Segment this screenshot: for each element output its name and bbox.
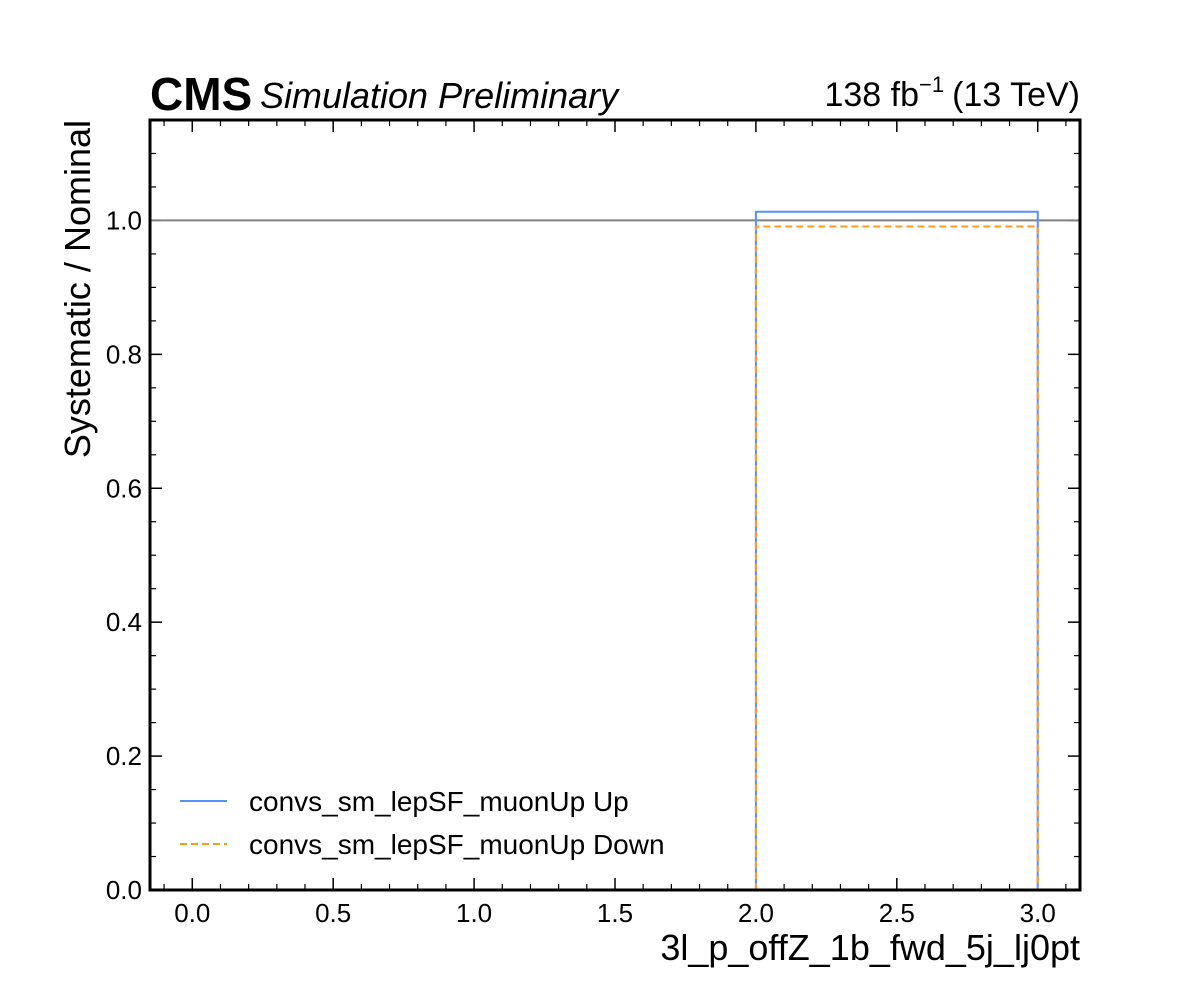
x-tick-label: 2.0 (738, 898, 774, 928)
ticks-layer (150, 119, 1080, 891)
x-tick-label: 2.5 (879, 898, 915, 928)
energy-label: (13 TeV) (952, 76, 1080, 114)
status-label: Simulation Preliminary (260, 75, 620, 116)
tick-labels: 0.0 0.5 1.0 1.5 2.0 2.5 3.0 0.0 0.2 0.4 0.6 0.8 1.0 (106, 205, 1056, 928)
legend: convs_sm_lepSF_muonUp Up convs_sm_lepSF_m… (180, 786, 665, 860)
y-tick-label: 0.6 (106, 473, 142, 503)
y-tick-label: 0.0 (106, 875, 142, 905)
series-line-0 (754, 210, 1039, 890)
y-tick-label: 0.8 (106, 339, 142, 369)
x-tick-label: 0.5 (315, 898, 351, 928)
series-line-1 (754, 225, 1039, 890)
x-tick-label: 0.0 (174, 898, 210, 928)
plot-frame (148, 118, 1082, 892)
x-tick-label: 3.0 (1020, 898, 1056, 928)
lumi-label: 138 fb−1 (13 TeV) (824, 72, 1080, 114)
lumi-value: 138 fb (824, 76, 919, 114)
series-layer (754, 210, 1039, 890)
x-tick-label: 1.5 (597, 898, 633, 928)
y-axis-label: Systematic / Nominal (57, 120, 98, 458)
legend-label: convs_sm_lepSF_muonUp Down (249, 829, 665, 860)
x-axis-label: 3l_p_offZ_1b_fwd_5j_lj0pt (660, 927, 1080, 968)
x-tick-label: 1.0 (456, 898, 492, 928)
y-tick-label: 0.2 (106, 741, 142, 771)
legend-label: convs_sm_lepSF_muonUp Up (249, 786, 629, 817)
lumi-exponent: −1 (919, 72, 944, 97)
y-tick-label: 1.0 (106, 205, 142, 235)
cms-label: CMS (150, 68, 252, 120)
y-tick-label: 0.4 (106, 607, 142, 637)
